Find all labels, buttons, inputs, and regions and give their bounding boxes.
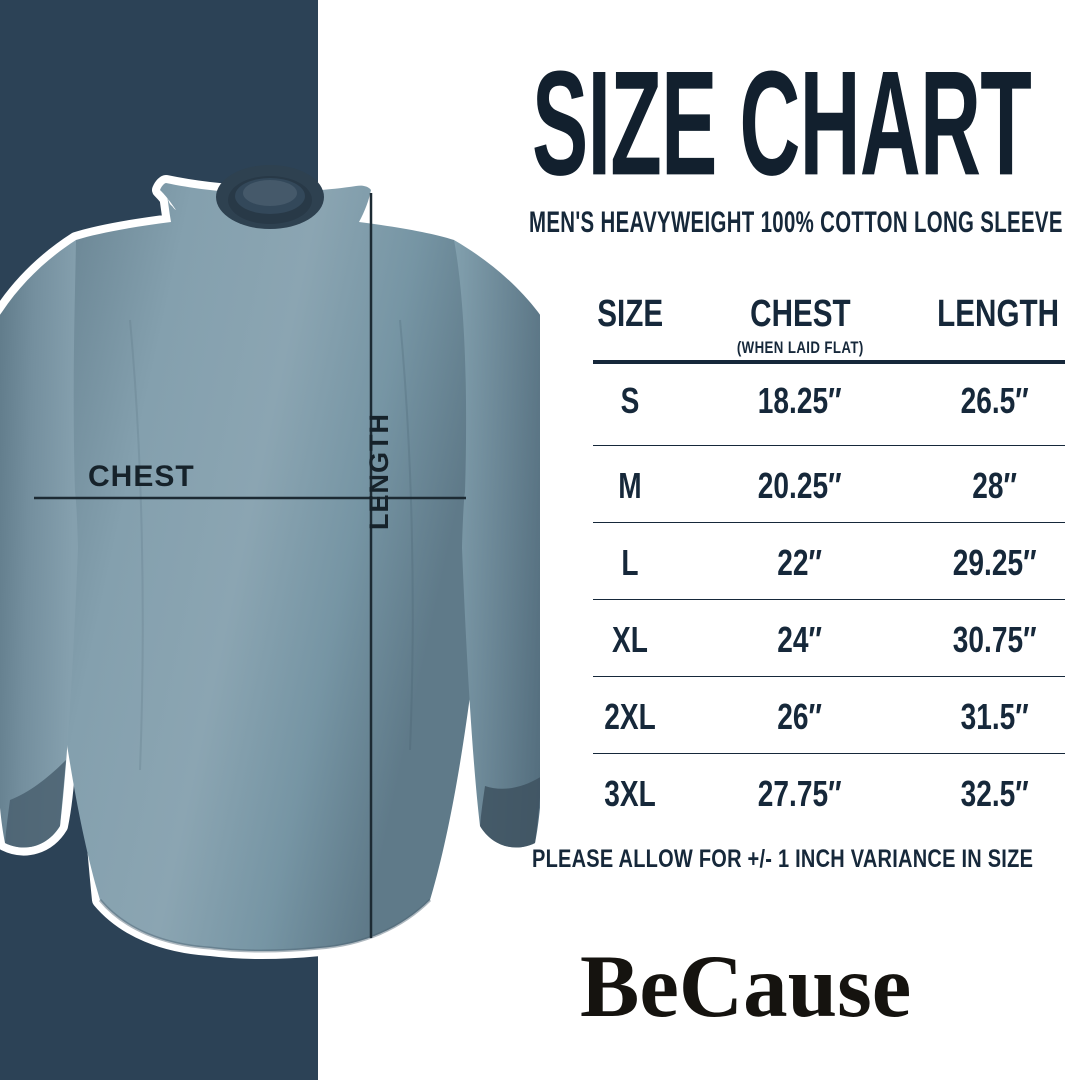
- svg-text:CHEST: CHEST: [88, 460, 195, 493]
- svg-text:LENGTH: LENGTH: [364, 413, 394, 530]
